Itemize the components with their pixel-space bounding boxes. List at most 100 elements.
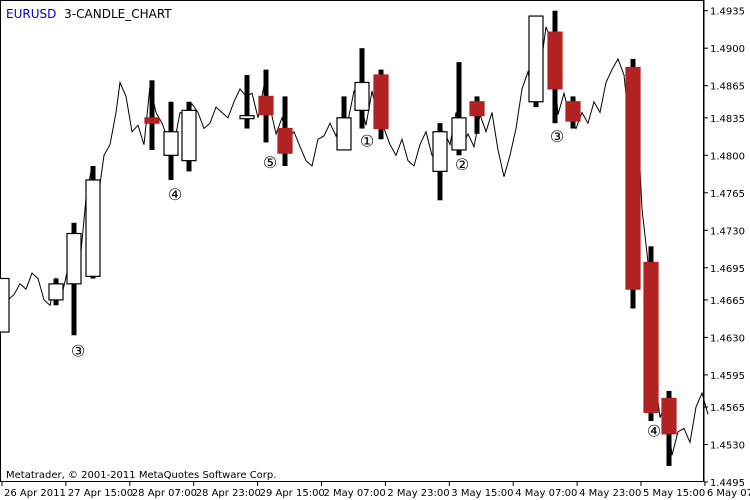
candle-11[interactable]: [336, 96, 352, 151]
pattern-marker-7: ④: [647, 422, 661, 441]
candle-21[interactable]: [643, 246, 659, 421]
chart-title: EURUSD 3-CANDLE_CHART: [6, 7, 172, 21]
time-tick-label: 27 Apr 15:00: [68, 488, 133, 499]
time-tick-label: 28 Apr 23:00: [196, 488, 261, 499]
candle-12[interactable]: [354, 48, 370, 129]
indicator-label: 3-CANDLE_CHART: [64, 7, 172, 21]
candle-wick: [456, 62, 462, 156]
pattern-marker-4: ①: [360, 131, 374, 150]
time-tick-label: 28 Apr 07:00: [132, 488, 197, 499]
bear-candle-body: [144, 117, 160, 124]
price-tick-label: 1.4495: [710, 478, 745, 489]
pattern-marker-text: ⑤: [263, 153, 277, 172]
price-tick-label: 1.4900: [710, 44, 745, 55]
candle-17[interactable]: [528, 15, 544, 108]
bull-candle-body: [528, 15, 544, 103]
close-price-line: [1, 26, 709, 456]
pattern-marker-text: ③: [71, 341, 85, 360]
price-tick-label: 1.4630: [710, 333, 745, 344]
copyright-label: Metatrader, © 2001-2011 MetaQuotes Softw…: [6, 470, 276, 481]
bear-candle-body: [565, 101, 581, 122]
bear-candle-body: [643, 261, 659, 413]
time-tick-label: 29 Apr 15:00: [260, 488, 325, 499]
bull-candle-body: [48, 283, 64, 301]
time-tick-label: 4 May 23:00: [579, 488, 641, 499]
pattern-marker-1: ③: [71, 341, 85, 360]
candle-20[interactable]: [625, 58, 641, 309]
bull-candle-body: [239, 115, 255, 120]
bull-candle-body: [451, 117, 467, 151]
price-tick-label: 1.4765: [710, 189, 745, 200]
time-tick-label: 5 May 15:00: [643, 488, 705, 499]
bear-candle-body: [469, 101, 485, 117]
candle-1[interactable]: [0, 277, 10, 333]
bull-candle-body: [163, 131, 179, 156]
candle-8[interactable]: [239, 74, 255, 129]
bull-candle-body: [85, 179, 101, 277]
price-tick-label: 1.4665: [710, 296, 745, 307]
symbol-label: EURUSD: [6, 7, 56, 21]
bull-candle-body: [0, 277, 10, 333]
candle-6[interactable]: [163, 101, 179, 180]
candle-wick: [244, 74, 250, 129]
price-tick-label: 1.4530: [710, 441, 745, 452]
pattern-marker-6: ③: [550, 127, 564, 146]
price-tick-label: 1.4730: [710, 226, 745, 237]
candle-4[interactable]: [85, 166, 101, 279]
pattern-marker-2: ④: [168, 185, 182, 204]
bear-candle-body: [258, 95, 274, 116]
candle-14[interactable]: [432, 123, 448, 201]
bull-candle-body: [432, 131, 448, 172]
bear-candle-body: [661, 397, 677, 435]
pattern-marker-text: ②: [455, 155, 469, 174]
candle-wick: [149, 80, 155, 150]
candle-2[interactable]: [48, 278, 64, 306]
time-tick-label: 4 May 07:00: [515, 488, 577, 499]
candle-10[interactable]: [277, 96, 293, 167]
bear-candle-body: [547, 31, 563, 90]
price-axis: 1.4935 1.4900 1.4865 1.4835 1.4800 1.4765 1.47…: [703, 0, 745, 489]
bull-candle-body: [354, 81, 370, 111]
candle-16[interactable]: [469, 96, 485, 134]
pattern-markers-layer: ③ ④ ⑤ ① ② ③ ④: [71, 127, 661, 441]
pattern-marker-text: ④: [647, 422, 661, 441]
time-tick-label: 6 May 07:00: [707, 488, 750, 499]
close-line-layer: [1, 26, 709, 456]
candles-layer: [0, 10, 677, 466]
price-tick-label: 1.4565: [710, 403, 745, 414]
pattern-marker-5: ②: [455, 155, 469, 174]
price-tick-label: 1.4865: [710, 82, 745, 93]
time-tick-label: 2 May 23:00: [387, 488, 449, 499]
candle-3[interactable]: [66, 222, 82, 336]
candle-22[interactable]: [661, 390, 677, 466]
pattern-marker-3: ⑤: [263, 153, 277, 172]
bear-candle-body: [625, 66, 641, 290]
candle-9[interactable]: [258, 69, 274, 143]
pattern-marker-text: ④: [168, 185, 182, 204]
price-tick-label: 1.4595: [710, 371, 745, 382]
plot-frame: [0, 0, 704, 482]
candle-15[interactable]: [451, 62, 467, 156]
candle-7[interactable]: [181, 101, 197, 172]
price-tick-label: 1.4935: [710, 7, 745, 18]
time-tick-label: 3 May 15:00: [451, 488, 513, 499]
price-tick-label: 1.4800: [710, 151, 745, 162]
price-tick-label: 1.4835: [710, 114, 745, 125]
candle-13[interactable]: [373, 69, 389, 140]
bull-candle-body: [181, 109, 197, 162]
price-tick-label: 1.4695: [710, 264, 745, 275]
candle-5[interactable]: [144, 80, 160, 150]
bull-candle-body: [336, 117, 352, 151]
pattern-marker-text: ③: [550, 127, 564, 146]
time-tick-label: 2 May 07:00: [324, 488, 386, 499]
candle-18[interactable]: [547, 10, 563, 124]
time-tick-label: 26 Apr 2011: [4, 488, 66, 499]
candle-19[interactable]: [565, 96, 581, 129]
bear-candle-body: [277, 127, 293, 154]
pattern-marker-text: ①: [360, 131, 374, 150]
bull-candle-body: [66, 232, 82, 285]
bear-candle-body: [373, 74, 389, 130]
